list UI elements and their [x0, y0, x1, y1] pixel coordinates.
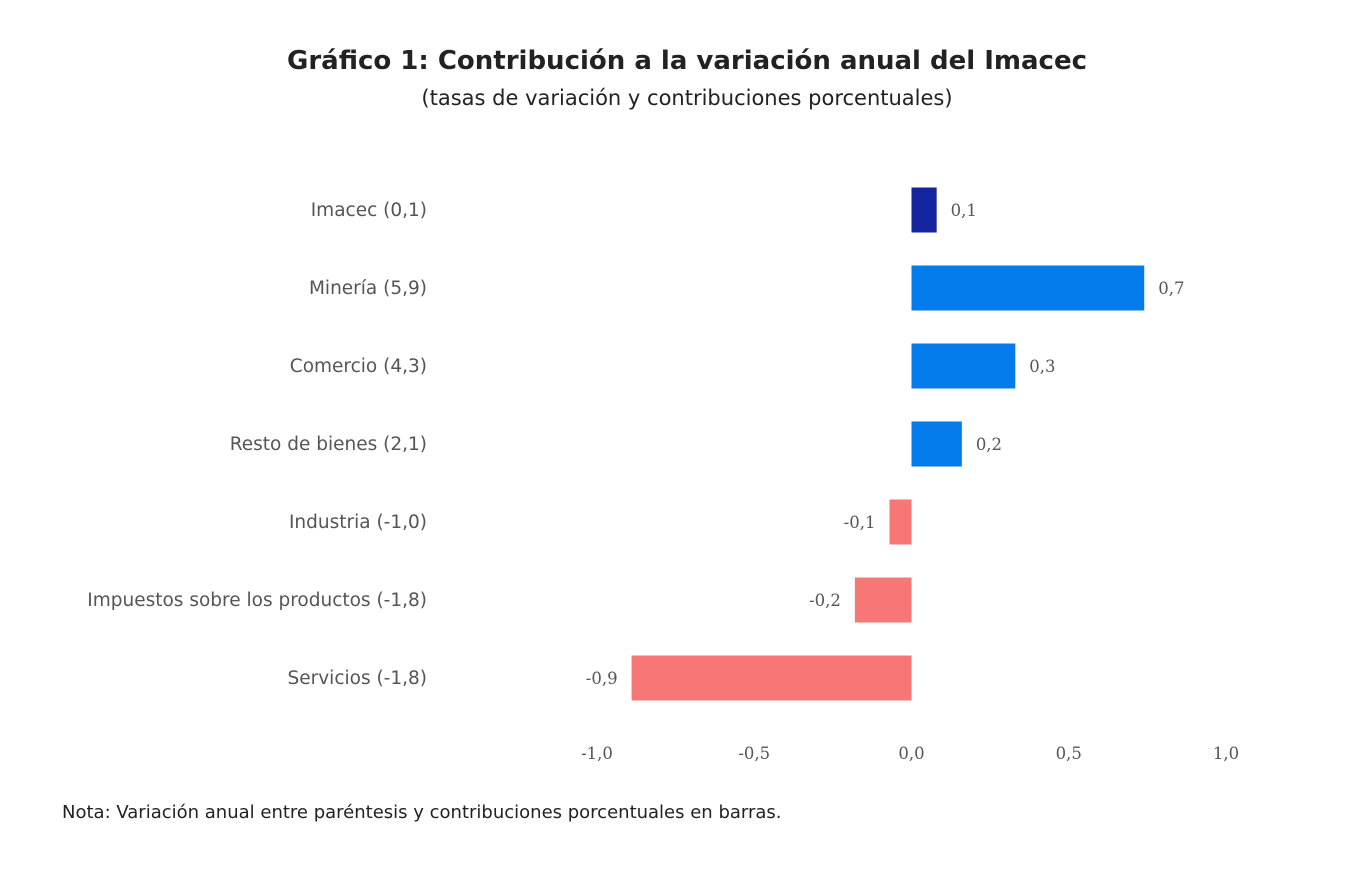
- category-label: Comercio (4,3): [290, 356, 427, 377]
- chart-note: Nota: Variación anual entre paréntesis y…: [62, 802, 782, 823]
- category-label: Resto de bienes (2,1): [230, 434, 427, 455]
- data-label: -0,9: [586, 669, 618, 688]
- bar: [631, 655, 912, 701]
- bar: [911, 265, 1145, 311]
- category-label: Servicios (-1,8): [288, 668, 428, 689]
- data-label: 0,7: [1158, 279, 1184, 298]
- data-label: 0,3: [1029, 357, 1055, 376]
- x-tick-label: -1,0: [581, 744, 613, 763]
- x-tick-label: 0,0: [898, 744, 924, 763]
- x-tick-label: 0,5: [1056, 744, 1082, 763]
- category-label: Minería (5,9): [309, 278, 427, 299]
- data-label: -0,1: [844, 513, 876, 532]
- category-label: Industria (-1,0): [289, 512, 427, 533]
- category-label: Imacec (0,1): [311, 200, 427, 221]
- bar: [889, 499, 912, 545]
- chart-subtitle: (tasas de variación y contribuciones por…: [421, 86, 953, 110]
- data-label: 0,2: [976, 435, 1002, 454]
- bar: [911, 343, 1016, 389]
- category-label: Impuestos sobre los productos (-1,8): [87, 590, 427, 611]
- bar: [911, 421, 962, 467]
- bar: [911, 187, 937, 233]
- x-tick-label: 1,0: [1213, 744, 1239, 763]
- chart-title: Gráfico 1: Contribución a la variación a…: [286, 46, 1087, 76]
- data-label: -0,2: [809, 591, 841, 610]
- x-tick-label: -0,5: [738, 744, 770, 763]
- data-label: 0,1: [951, 201, 977, 220]
- bar: [854, 577, 912, 623]
